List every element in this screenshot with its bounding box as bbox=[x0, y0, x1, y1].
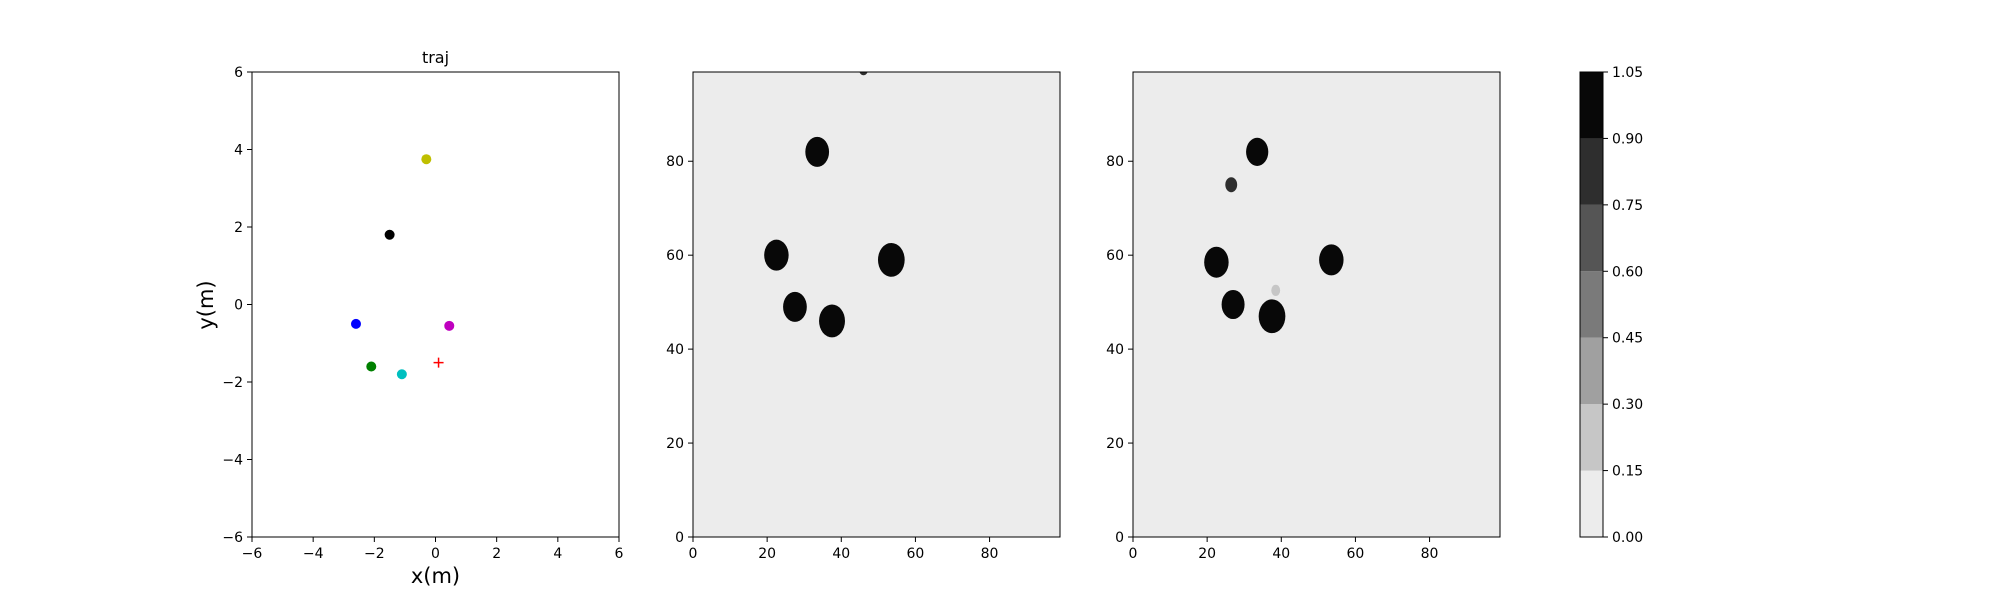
scatter-point bbox=[396, 369, 407, 380]
p-1-y-tick-label: 20 bbox=[666, 436, 684, 452]
colorbar-band bbox=[1580, 470, 1603, 537]
colorbar-tick-labels: 0.00 0.15 0.30 0.45 0.60 0.75 0.90 1.05 bbox=[1603, 65, 1643, 546]
map-1-x-tick-labels: 0 20 40 60 80 bbox=[689, 537, 999, 562]
colorbar-tick-label: 0.30 bbox=[1612, 397, 1643, 413]
obstacle-blob bbox=[764, 239, 789, 271]
obstacle-blob bbox=[1246, 137, 1269, 166]
occupancy-map-2: 0 20 40 60 80 0 20 40 60 80 bbox=[1106, 71, 1501, 562]
scatter-point bbox=[366, 361, 377, 372]
colorbar-band bbox=[1580, 337, 1603, 405]
map-2-y-tick-labels: 0 20 40 60 80 bbox=[1106, 154, 1133, 546]
p-0-x-tick-label: 6 bbox=[615, 546, 624, 562]
p-2-x-tick-label: 80 bbox=[1421, 546, 1439, 562]
obstacle-blob bbox=[1319, 244, 1344, 276]
map-1-y-tick-labels: 0 20 40 60 80 bbox=[666, 154, 693, 546]
p-1-x-tick-label: 60 bbox=[907, 546, 925, 562]
p-2-y-tick-label: 20 bbox=[1106, 436, 1124, 452]
trajectory-plot: traj −6 −4 −2 0 2 4 6 −6 −4 −2 0 2 4 6 x(m) y(m) bbox=[194, 48, 624, 588]
p-0-y-tick-label: 2 bbox=[234, 220, 243, 236]
colorbar-tick-label: 0.45 bbox=[1612, 331, 1643, 347]
y-axis-label: y(m) bbox=[194, 280, 218, 329]
occupancy-map-1: 0 20 40 60 80 0 20 40 60 80 bbox=[666, 71, 1061, 562]
plot-title: traj bbox=[422, 48, 449, 67]
map-2-area bbox=[1132, 71, 1501, 538]
p-0-y-tick-label: −2 bbox=[222, 375, 243, 391]
p-1-x-tick-label: 80 bbox=[981, 546, 999, 562]
p-0-y-tick-label: −6 bbox=[222, 530, 243, 546]
x-axis-label: x(m) bbox=[411, 564, 460, 588]
p-0-y-tick-label: −4 bbox=[222, 453, 243, 469]
obstacle-blob bbox=[877, 242, 905, 277]
p-1-x-tick-label: 20 bbox=[758, 546, 776, 562]
p-1-x-tick-label: 40 bbox=[832, 546, 850, 562]
p-0-x-tick-label: 0 bbox=[431, 546, 440, 562]
colorbar: 0.00 0.15 0.30 0.45 0.60 0.75 0.90 1.05 bbox=[1579, 65, 1643, 546]
obstacle-blob bbox=[1271, 284, 1281, 297]
colorbar-tick-label: 0.15 bbox=[1612, 464, 1643, 480]
colorbar-frame bbox=[1579, 71, 1604, 538]
colorbar-tick-label: 0.90 bbox=[1612, 131, 1643, 147]
scatter-point bbox=[444, 320, 455, 331]
map-1-obstacles bbox=[764, 72, 905, 338]
p-0-x-tick-label: −2 bbox=[364, 546, 385, 562]
colorbar-bands bbox=[1580, 72, 1603, 537]
p-2-y-tick-label: 80 bbox=[1106, 154, 1124, 170]
colorbar-tick-label: 0.75 bbox=[1612, 198, 1643, 214]
colorbar-band bbox=[1580, 404, 1603, 471]
p-0-x-tick-label: 2 bbox=[492, 546, 501, 562]
map-2-obstacles bbox=[1204, 137, 1344, 334]
x-tick-labels: −6 −4 −2 0 2 4 6 bbox=[242, 537, 624, 562]
obstacle-blob bbox=[783, 291, 807, 322]
p-2-x-tick-label: 60 bbox=[1347, 546, 1365, 562]
map-1-frame bbox=[692, 71, 1061, 538]
p-2-x-tick-label: 40 bbox=[1272, 546, 1290, 562]
p-2-x-tick-label: 20 bbox=[1198, 546, 1216, 562]
obstacle-blob bbox=[1225, 177, 1238, 193]
scatter-point bbox=[384, 229, 395, 240]
p-2-x-tick-label: 0 bbox=[1129, 546, 1138, 562]
p-0-y-tick-label: 4 bbox=[234, 143, 243, 159]
p-0-x-tick-label: −6 bbox=[242, 546, 263, 562]
scatter-point bbox=[350, 318, 361, 329]
colorbar-band bbox=[1580, 271, 1603, 338]
colorbar-tick-label: 0.60 bbox=[1612, 264, 1643, 280]
p-1-x-tick-label: 0 bbox=[689, 546, 698, 562]
p-0-y-tick-label: 6 bbox=[234, 65, 243, 81]
p-0-y-tick-label: 0 bbox=[234, 298, 243, 314]
obstacle-blob bbox=[1204, 246, 1229, 278]
p-0-x-tick-label: 4 bbox=[553, 546, 562, 562]
p-0-x-tick-label: −4 bbox=[303, 546, 324, 562]
obstacle-blob bbox=[859, 72, 868, 76]
scatter-point-goal bbox=[433, 357, 444, 368]
p-2-y-tick-label: 0 bbox=[1115, 530, 1124, 546]
scatter-point bbox=[421, 154, 432, 165]
p-1-y-tick-label: 40 bbox=[666, 342, 684, 358]
y-tick-labels: −6 −4 −2 0 2 4 6 bbox=[222, 65, 252, 546]
colorbar-tick-label: 0.00 bbox=[1612, 530, 1643, 546]
p-2-y-tick-label: 40 bbox=[1106, 342, 1124, 358]
obstacle-blob bbox=[805, 136, 830, 167]
map-2-x-tick-labels: 0 20 40 60 80 bbox=[1129, 537, 1439, 562]
p-1-y-tick-label: 80 bbox=[666, 154, 684, 170]
p-1-y-tick-label: 60 bbox=[666, 248, 684, 264]
colorbar-band bbox=[1580, 138, 1603, 205]
map-1-area bbox=[692, 71, 1061, 538]
map-2-frame bbox=[1132, 71, 1501, 538]
plot-area bbox=[251, 71, 620, 538]
colorbar-band bbox=[1580, 72, 1603, 139]
p-1-y-tick-label: 0 bbox=[675, 530, 684, 546]
p-2-y-tick-label: 60 bbox=[1106, 248, 1124, 264]
obstacle-blob bbox=[1258, 299, 1286, 334]
scatter-points bbox=[350, 154, 455, 380]
colorbar-band bbox=[1580, 204, 1603, 272]
obstacle-blob bbox=[1221, 289, 1245, 320]
obstacle-blob bbox=[819, 304, 845, 338]
colorbar-tick-label: 1.05 bbox=[1612, 65, 1643, 81]
